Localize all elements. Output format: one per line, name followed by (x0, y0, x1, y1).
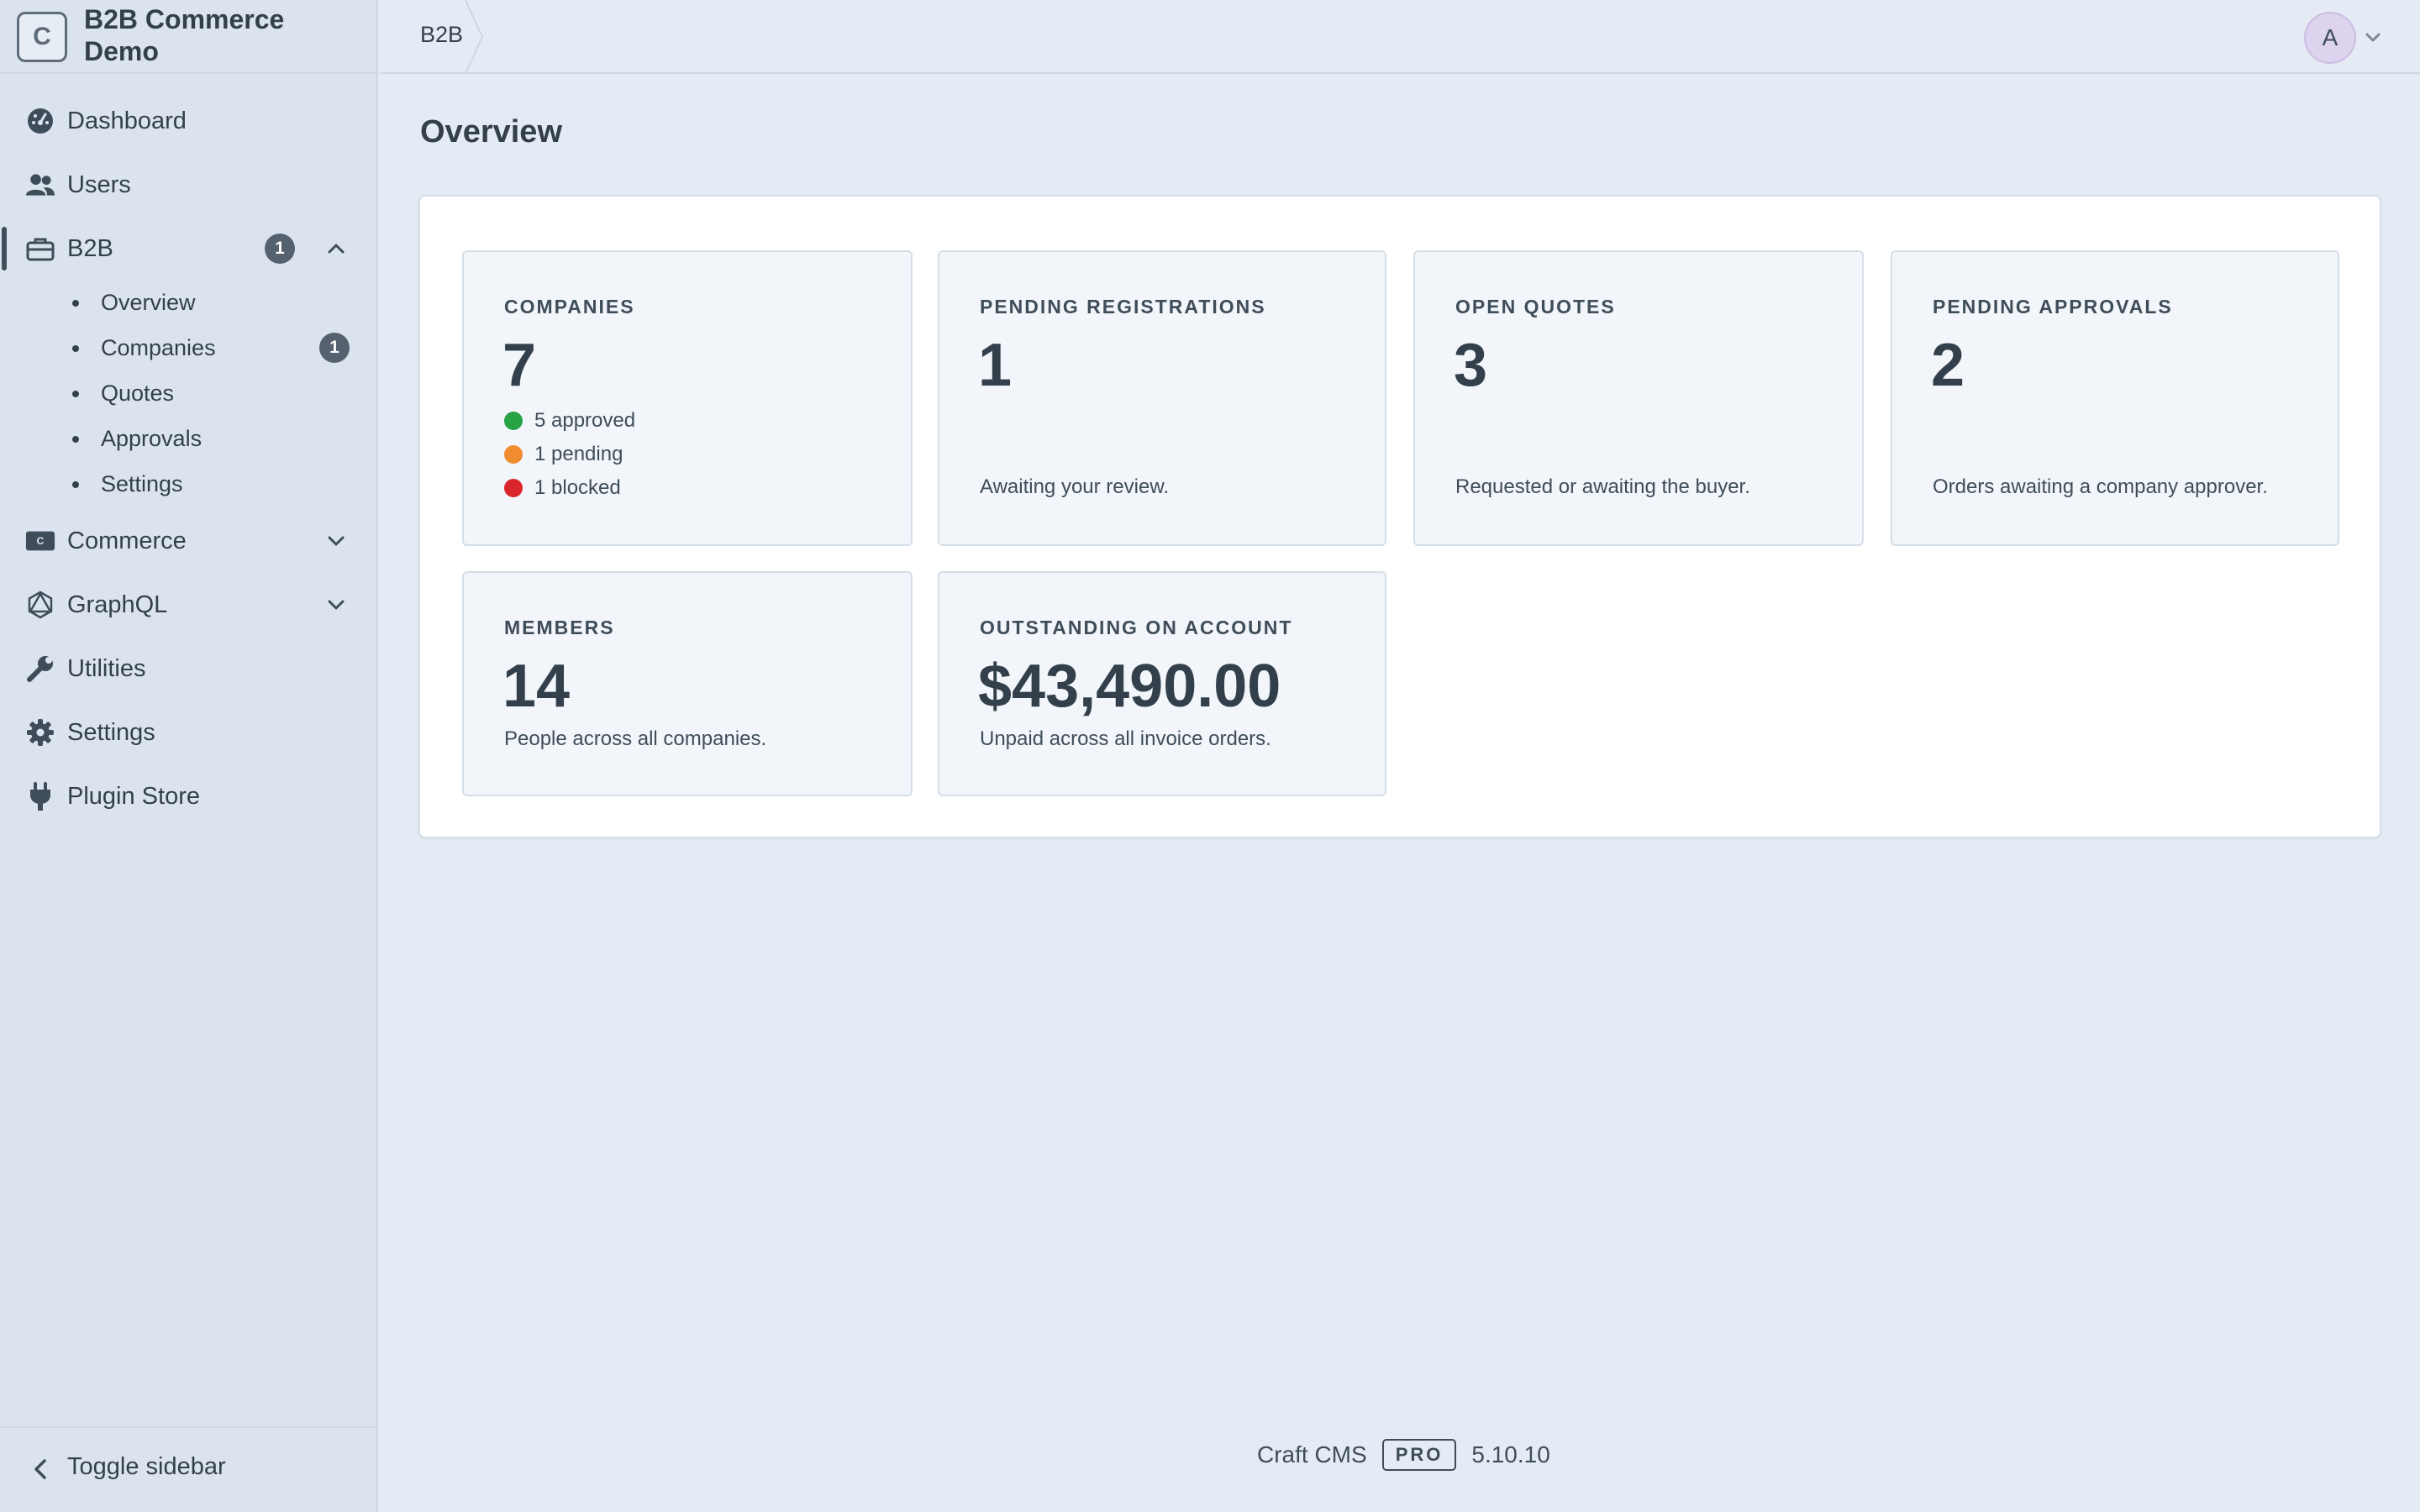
subnav-item-label: Approvals (101, 425, 203, 451)
sidebar-item-label: Dashboard (67, 107, 187, 134)
chevron-up-icon[interactable] (324, 237, 348, 260)
footer: Craft CMS PRO 5.10.10 (1257, 1436, 1550, 1473)
gear-icon (25, 717, 55, 748)
plug-icon (25, 781, 55, 811)
chevron-down-icon[interactable] (324, 529, 348, 553)
edition-badge[interactable]: PRO (1381, 1439, 1457, 1471)
status-approved: 5 approved (504, 407, 635, 435)
card-label: PENDING APPROVALS (1933, 296, 2173, 318)
card-label: COMPANIES (504, 296, 635, 318)
subnav-item-label: Overview (101, 289, 196, 315)
card-description: Requested or awaiting the buyer. (1455, 475, 1750, 498)
sidebar-item-label: B2B (67, 234, 113, 262)
sidebar-item-graphql[interactable]: GraphQL (0, 578, 378, 632)
site-name[interactable]: B2B Commerce Demo (84, 4, 285, 66)
chevron-down-icon[interactable] (324, 593, 348, 617)
card-value: 7 (502, 332, 537, 399)
subnav-item-settings[interactable]: Settings (0, 464, 378, 504)
breadcrumb-b2b[interactable]: B2B (420, 22, 464, 47)
card-value: 3 (1454, 332, 1488, 399)
sidebar-item-plugin-store[interactable]: Plugin Store (0, 769, 378, 823)
card-label: OUTSTANDING ON ACCOUNT (980, 617, 1293, 638)
card-label: MEMBERS (504, 617, 615, 638)
dashboard-icon (25, 106, 55, 136)
card-description: Awaiting your review. (980, 475, 1169, 498)
svg-text:C: C (37, 535, 45, 547)
user-avatar[interactable]: A (2304, 12, 2356, 64)
subnav-item-quotes[interactable]: Quotes (0, 373, 378, 413)
sidebar-item-label: Settings (67, 718, 155, 746)
bullet (72, 345, 79, 352)
sidebar-item-settings[interactable]: Settings (0, 706, 378, 759)
card-description: Unpaid across all invoice orders. (980, 727, 1271, 750)
subnav-item-label: Quotes (101, 380, 175, 406)
sidebar-item-utilities[interactable]: Utilities (0, 642, 378, 696)
toggle-sidebar-label: Toggle sidebar (67, 1453, 226, 1480)
card-value: $43,490.00 (978, 653, 1281, 720)
overview-panel: COMPANIES 7 5 approved 1 pending 1 block… (418, 195, 2381, 838)
subnav-item-approvals[interactable]: Approvals (0, 418, 378, 459)
bullet (72, 436, 79, 443)
sidebar-item-label: GraphQL (67, 591, 168, 618)
sidebar-item-users[interactable]: Users (0, 158, 378, 212)
subnav-item-label: Companies (101, 334, 216, 360)
page-title: Overview (420, 114, 562, 150)
card-value: 1 (978, 332, 1013, 399)
briefcase-icon (25, 234, 55, 264)
status-text: 1 pending (534, 443, 623, 465)
sidebar-item-label: Utilities (67, 654, 146, 682)
chevron-left-icon (29, 1457, 54, 1482)
sidebar-item-commerce[interactable]: C Commerce (0, 514, 378, 568)
b2b-badge: 1 (265, 234, 295, 264)
sidebar-item-label: Plugin Store (67, 782, 200, 810)
status-blocked: 1 blocked (504, 474, 621, 502)
subnav-item-overview[interactable]: Overview (0, 282, 378, 323)
bullet (72, 391, 79, 397)
graphql-icon (25, 590, 55, 620)
version: 5.10.10 (1471, 1441, 1550, 1467)
companies-card[interactable]: COMPANIES 7 5 approved 1 pending 1 block… (462, 250, 913, 546)
companies-badge: 1 (319, 333, 350, 363)
status-dot-red (504, 479, 523, 497)
sidebar-item-label: Commerce (67, 527, 187, 554)
sidebar-item-b2b[interactable]: B2B 1 (0, 222, 378, 276)
subnav-item-companies[interactable]: Companies 1 (0, 328, 378, 368)
card-description: Orders awaiting a company approver. (1933, 475, 2268, 498)
card-description: People across all companies. (504, 727, 767, 750)
status-dot-green (504, 412, 523, 430)
outstanding-card[interactable]: OUTSTANDING ON ACCOUNT $43,490.00 Unpaid… (938, 571, 1386, 796)
open-quotes-card[interactable]: OPEN QUOTES 3 Requested or awaiting the … (1413, 250, 1864, 546)
site-header: C B2B Commerce Demo (0, 0, 378, 74)
status-text: 1 blocked (534, 476, 621, 499)
bullet (72, 300, 79, 307)
product-name: Craft CMS (1257, 1441, 1367, 1467)
status-dot-orange (504, 445, 523, 464)
status-text: 5 approved (534, 409, 636, 432)
card-value: 2 (1931, 332, 1965, 399)
bullet (72, 481, 79, 488)
card-value: 14 (502, 653, 571, 720)
members-card[interactable]: MEMBERS 14 People across all companies. (462, 571, 913, 796)
subnav-item-label: Settings (101, 470, 183, 496)
card-label: OPEN QUOTES (1455, 296, 1616, 318)
users-icon (25, 170, 55, 200)
top-bar: B2B (380, 0, 2420, 74)
site-logo[interactable]: C (17, 12, 67, 62)
commerce-icon: C (25, 526, 55, 556)
sidebar-item-label: Users (67, 171, 131, 198)
sidebar-item-dashboard[interactable]: Dashboard (0, 94, 378, 148)
card-label: PENDING REGISTRATIONS (980, 296, 1266, 318)
breadcrumb-separator (465, 0, 484, 74)
sidebar: C B2B Commerce Demo Dashboard Users B2B … (0, 0, 378, 1512)
wrench-icon (25, 654, 55, 684)
pending-approvals-card[interactable]: PENDING APPROVALS 2 Orders awaiting a co… (1891, 250, 2339, 546)
status-pending: 1 pending (504, 440, 623, 469)
chevron-down-icon[interactable] (2363, 27, 2383, 47)
toggle-sidebar-button[interactable]: Toggle sidebar (0, 1426, 378, 1512)
pending-registrations-card[interactable]: PENDING REGISTRATIONS 1 Awaiting your re… (938, 250, 1386, 546)
